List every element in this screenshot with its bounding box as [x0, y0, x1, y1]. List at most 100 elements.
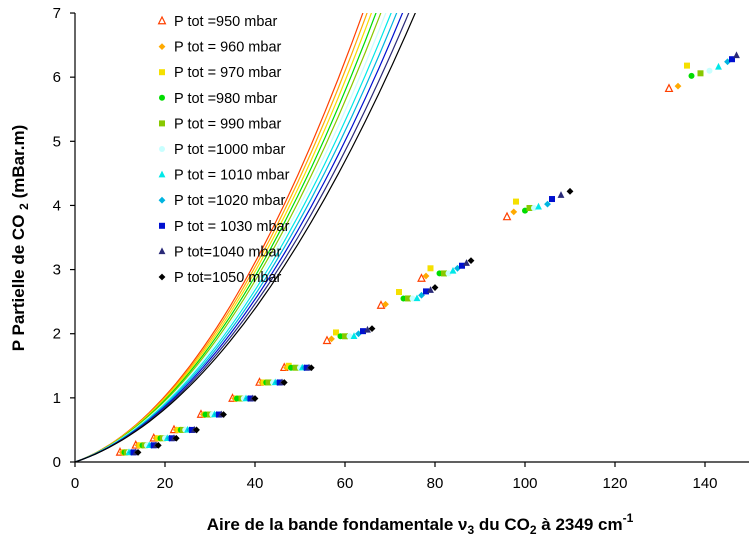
data-point	[413, 294, 421, 302]
data-point	[396, 289, 402, 296]
legend-marker	[158, 273, 166, 281]
y-axis-ticks: 0 1 2 3 4 5 6 7	[53, 5, 75, 471]
fit-curve	[75, 13, 377, 462]
x-tick-label: 80	[427, 475, 444, 492]
data-point	[292, 364, 299, 371]
legend-label: P tot = 960 mbar	[174, 40, 282, 56]
data-point	[535, 202, 542, 210]
legend-label: P tot =980 mbar	[174, 91, 277, 107]
data-point	[417, 273, 426, 282]
y-tick-label: 2	[53, 326, 61, 343]
data-point	[724, 58, 731, 66]
legend-marker	[159, 222, 165, 229]
data-point	[427, 265, 434, 272]
legend-marker	[159, 146, 165, 152]
legend-marker	[157, 15, 167, 25]
data-point	[134, 448, 142, 456]
fit-curve	[75, 13, 416, 462]
fit-curve	[75, 13, 410, 462]
data-point	[427, 286, 434, 293]
data-point	[409, 295, 416, 302]
x-tick-label: 40	[247, 475, 264, 492]
data-point	[333, 329, 339, 336]
data-point	[441, 270, 447, 277]
data-point	[360, 328, 366, 335]
data-point	[557, 191, 565, 198]
fit-curve	[75, 13, 382, 462]
data-point	[463, 259, 470, 266]
x-tick-label: 0	[71, 475, 79, 492]
fit-curve	[75, 13, 387, 462]
data-point	[733, 51, 740, 59]
legend-marker	[158, 247, 166, 255]
data-point	[664, 83, 674, 93]
x-axis-label: Aire de la bande fondamentale ν3 du CO2 …	[207, 511, 634, 537]
data-point	[303, 364, 310, 371]
fit-curve	[75, 13, 368, 462]
data-point	[706, 67, 713, 74]
y-tick-label: 5	[53, 133, 61, 150]
data-point	[346, 333, 353, 340]
data-point	[322, 335, 332, 345]
legend-label: P tot = 1010 mbar	[174, 168, 290, 184]
legend-marker	[158, 43, 166, 50]
data-point	[566, 187, 574, 195]
data-point	[247, 395, 254, 402]
data-point	[350, 332, 358, 340]
data-point	[715, 62, 722, 70]
data-points	[115, 51, 740, 456]
x-axis-ticks: 0 20 40 60 80 100 120 140	[71, 462, 718, 492]
legend-label: P tot =950 mbar	[174, 14, 277, 30]
legend-label: P tot = 1030 mbar	[174, 219, 290, 235]
data-point	[150, 442, 157, 449]
fit-curve	[75, 13, 392, 462]
legend-marker	[158, 170, 166, 178]
y-tick-label: 7	[53, 5, 61, 22]
data-point	[449, 266, 457, 274]
data-point	[368, 325, 376, 332]
data-point	[172, 434, 180, 442]
data-point	[674, 82, 682, 90]
data-point	[423, 288, 429, 295]
data-point	[549, 196, 555, 203]
data-point	[265, 379, 272, 386]
y-tick-label: 1	[53, 390, 61, 407]
data-point	[502, 211, 512, 221]
fit-curves	[75, 13, 416, 462]
legend-label: P tot =1020 mbar	[174, 193, 286, 209]
data-point	[544, 200, 551, 208]
data-point	[216, 411, 222, 418]
x-tick-label: 20	[157, 475, 174, 492]
data-point	[510, 208, 518, 216]
data-point	[729, 56, 735, 63]
fit-curve	[75, 13, 364, 462]
data-point	[382, 300, 389, 308]
data-point	[193, 426, 200, 434]
legend-marker	[159, 94, 165, 101]
data-point	[684, 62, 690, 69]
legend-label: P tot=1040 mbar	[174, 244, 282, 260]
y-axis-label: P Partielle de CO 2 (mBar.m)	[9, 125, 31, 352]
x-tick-label: 60	[337, 475, 354, 492]
x-tick-label: 120	[602, 475, 627, 492]
data-point	[189, 426, 195, 433]
y-tick-label: 3	[53, 262, 61, 279]
y-tick-label: 4	[53, 197, 61, 214]
data-point	[307, 364, 315, 372]
legend-label: P tot = 970 mbar	[174, 65, 282, 81]
y-tick-label: 0	[53, 454, 61, 471]
data-point	[697, 70, 704, 77]
data-point	[513, 198, 519, 205]
x-tick-label: 100	[512, 475, 537, 492]
data-point	[130, 449, 137, 456]
fit-curve	[75, 13, 373, 462]
data-point	[154, 441, 162, 449]
y-tick-label: 6	[53, 69, 61, 86]
data-point	[342, 333, 348, 340]
data-point	[459, 262, 465, 269]
data-point	[280, 379, 288, 386]
data-point	[688, 72, 695, 79]
data-point	[405, 295, 411, 302]
legend-label: P tot=1050 mbar	[174, 270, 282, 286]
